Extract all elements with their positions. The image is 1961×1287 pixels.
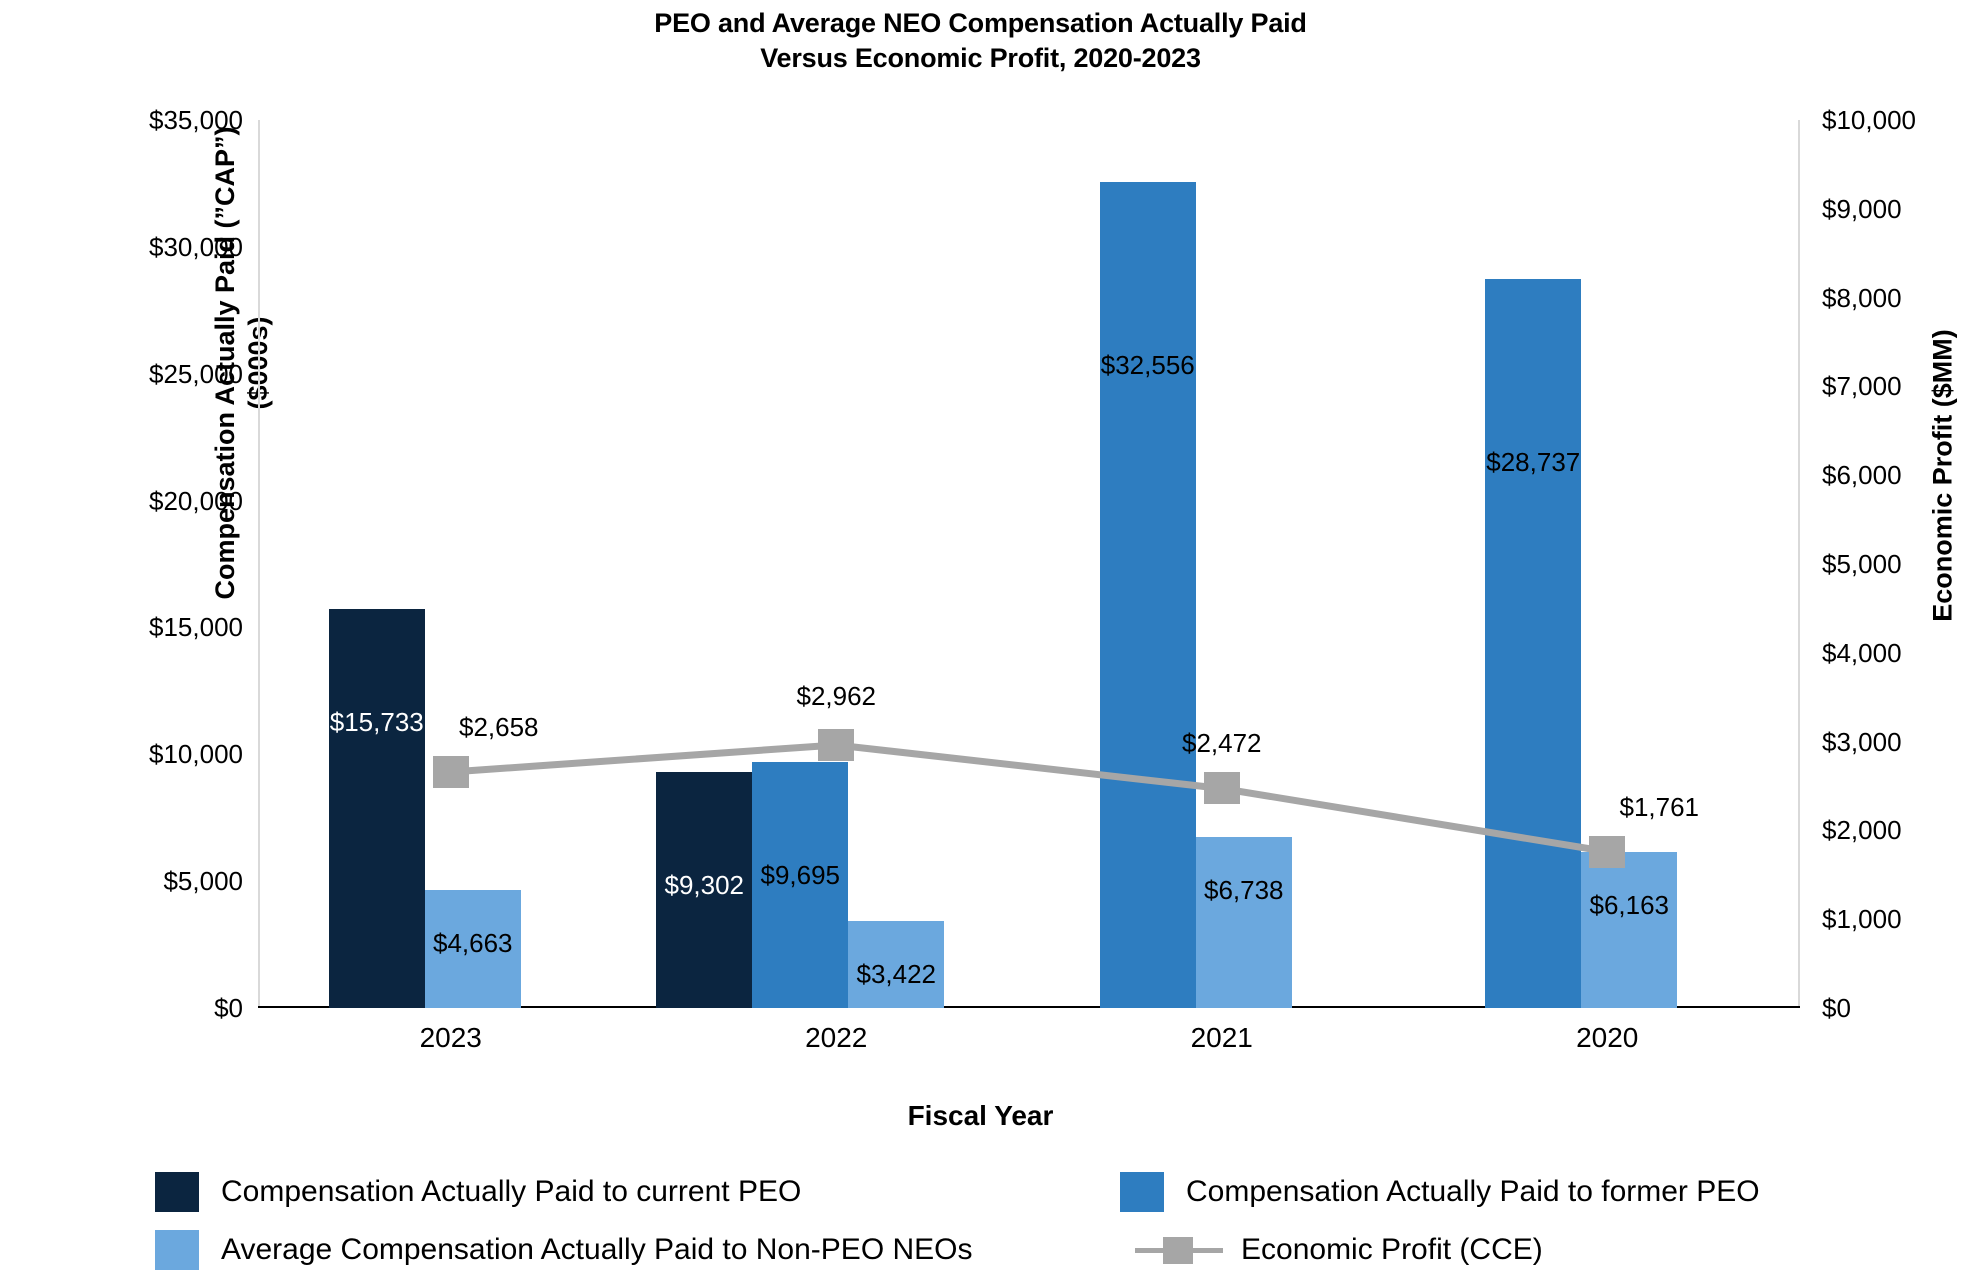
right-tick-label: $2,000 <box>1822 815 1902 846</box>
legend-item-label: Average Compensation Actually Paid to No… <box>221 1233 973 1266</box>
legend-item-label: Compensation Actually Paid to current PE… <box>221 1175 802 1208</box>
bar-value-label: $6,163 <box>1589 889 1670 920</box>
x-tick-label: 2023 <box>419 1022 482 1053</box>
line-marker <box>1589 835 1626 868</box>
left-tick-label: $10,000 <box>149 739 243 770</box>
legend-item-label: Compensation Actually Paid to former PEO <box>1186 1175 1760 1208</box>
legend-color-swatch-icon <box>1120 1172 1164 1212</box>
left-tick-label: $25,000 <box>149 358 243 389</box>
economic-profit-line <box>450 741 1608 856</box>
left-tick-label: $5,000 <box>163 866 243 897</box>
plot-area: $15,733 $4,663 $9,302 $9,695 $3,422 $32,556 $6… <box>258 120 1800 1008</box>
left-tick-label: $35,000 <box>149 105 243 135</box>
x-axis-line <box>258 1006 1800 1008</box>
right-tick-label: $8,000 <box>1822 282 1902 313</box>
bar-value-label: $9,302 <box>664 869 745 900</box>
bar <box>328 608 425 1008</box>
right-tick-label: $9,000 <box>1822 193 1902 224</box>
bar-value-label: $3,422 <box>856 959 937 990</box>
bar-value-label: $9,695 <box>760 860 841 891</box>
right-tick-label: $1,000 <box>1822 904 1902 935</box>
bar-value-label: $32,556 <box>1100 350 1195 380</box>
bar <box>424 889 521 1008</box>
right-tick-label: $7,000 <box>1822 371 1902 402</box>
line-value-label: $1,761 <box>1619 791 1700 822</box>
bar <box>656 772 753 1008</box>
chart-title: PEO and Average NEO Compensation Actuall… <box>0 6 1961 76</box>
line-value-label: $2,658 <box>458 711 539 742</box>
legend-item[interactable]: Economic Profit (CCE) <box>1135 1230 1543 1270</box>
chart-legend: Compensation Actually Paid to current PE… <box>0 1172 1961 1282</box>
x-tick-label: 2020 <box>1576 1022 1639 1053</box>
bar <box>1581 851 1678 1008</box>
bar <box>1195 837 1292 1008</box>
bar-value-label: $28,737 <box>1486 446 1581 477</box>
x-axis-title: Fiscal Year <box>907 1100 1054 1131</box>
left-tick-label: $30,000 <box>149 231 243 262</box>
line-value-label: $2,962 <box>796 680 877 711</box>
right-tick-label: $10,000 <box>1822 105 1916 135</box>
chart-title-line-1: PEO and Average NEO Compensation Actuall… <box>654 8 1307 38</box>
left-tick-label: $20,000 <box>149 485 243 516</box>
bar <box>752 762 849 1008</box>
legend-item[interactable]: Average Compensation Actually Paid to No… <box>155 1230 973 1270</box>
bar-value-label: $15,733 <box>329 706 424 737</box>
bar-value-label: $4,663 <box>432 927 513 958</box>
bar <box>1099 182 1196 1008</box>
right-tick-label: $6,000 <box>1822 460 1902 491</box>
right-tick-label: $4,000 <box>1822 637 1902 668</box>
line-marker <box>1203 772 1240 805</box>
right-tick-label: $0 <box>1822 993 1851 1023</box>
legend-item[interactable]: Compensation Actually Paid to former PEO <box>1120 1172 1760 1212</box>
line-marker <box>818 728 855 761</box>
economic-profit-polyline <box>450 741 1608 856</box>
left-tick-label: $0 <box>214 993 243 1023</box>
bar-value-label: $6,738 <box>1203 875 1284 906</box>
line-value-label: $2,472 <box>1181 728 1262 759</box>
right-axis-line <box>1798 120 1800 1008</box>
left-tick-label: $15,000 <box>149 612 243 643</box>
bar <box>848 921 945 1008</box>
chart-title-line-2: Versus Economic Profit, 2020-2023 <box>760 43 1201 73</box>
line-marker <box>432 755 469 788</box>
bar <box>1485 278 1582 1008</box>
x-tick-label: 2022 <box>805 1022 868 1053</box>
legend-color-swatch-icon <box>155 1172 199 1212</box>
right-tick-label: $3,000 <box>1822 726 1902 757</box>
left-axis-line <box>258 120 260 1008</box>
x-tick-label: 2021 <box>1190 1022 1253 1053</box>
legend-color-swatch-icon <box>155 1230 199 1270</box>
legend-item[interactable]: Compensation Actually Paid to current PE… <box>155 1172 801 1212</box>
right-axis-title: Economic Profit ($MM) <box>1927 329 1958 622</box>
legend-item-label: Economic Profit (CCE) <box>1241 1233 1543 1266</box>
right-tick-label: $5,000 <box>1822 549 1902 579</box>
legend-line-swatch-icon <box>1135 1230 1223 1270</box>
